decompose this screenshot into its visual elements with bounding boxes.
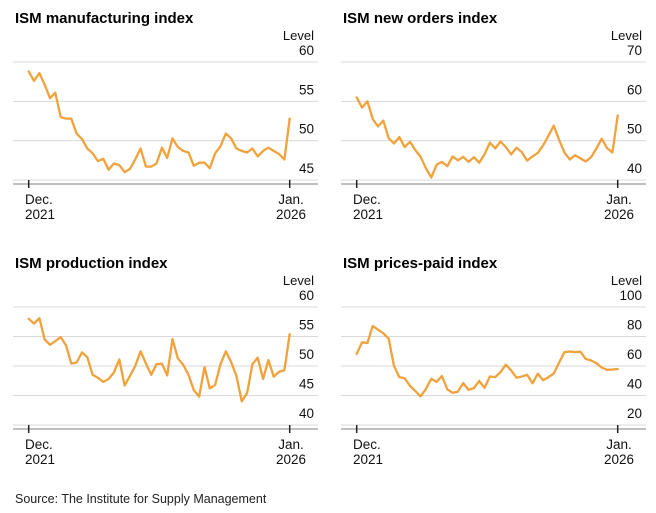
x-tick-label-end-year: 2026 — [276, 452, 306, 467]
chart-grid: ISM manufacturing index Level 60 55 50 45 D… — [0, 0, 656, 485]
y-axis-unit-label: Level — [283, 273, 314, 288]
chart-canvas: ISM production index Level 60 55 50 45 40 De… — [13, 255, 318, 467]
y-tick-label: 80 — [627, 318, 642, 333]
plot-area: 60 55 50 45 40 — [13, 288, 318, 433]
x-tick-label-end-year: 2026 — [604, 207, 634, 222]
x-tick-label-end-month: Jan. — [606, 192, 632, 207]
chart-ism-prices-paid-index: ISM prices-paid index Level 100 80 60 40 20 … — [328, 240, 656, 485]
y-tick-label: 40 — [299, 406, 314, 421]
x-tick-label-start-year: 2021 — [353, 452, 383, 467]
y-tick-label: 70 — [627, 43, 642, 58]
y-tick-label: 55 — [299, 318, 314, 333]
series-line — [27, 317, 291, 403]
y-tick-label: 40 — [627, 377, 642, 392]
plot-area: 60 55 50 45 — [13, 43, 318, 188]
y-tick-label: 45 — [299, 161, 314, 176]
x-tick-label-start-month: Dec. — [25, 192, 53, 207]
x-tick-label-start-month: Dec. — [25, 437, 53, 452]
plot-area: 70 60 50 40 — [341, 43, 646, 188]
x-tick-label-end-year: 2026 — [276, 207, 306, 222]
x-tick-label-start-year: 2021 — [25, 452, 55, 467]
y-axis-unit-label: Level — [283, 28, 314, 43]
chart-title: ISM production index — [15, 255, 168, 272]
x-tick-label-end-year: 2026 — [604, 452, 634, 467]
chart-canvas: ISM prices-paid index Level 10080604020 … — [341, 255, 646, 467]
x-tick-label-end-month: Jan. — [278, 437, 304, 452]
y-tick-label: 50 — [299, 347, 314, 362]
y-tick-label: 60 — [627, 82, 642, 97]
y-axis-unit-label: Level — [611, 28, 642, 43]
x-tick-label-end-month: Jan. — [606, 437, 632, 452]
y-tick-label: 55 — [299, 82, 314, 97]
chart-ism-new-orders-index: ISM new orders index Level 70 60 50 40 Dec.… — [328, 0, 656, 240]
chart-title: ISM new orders index — [343, 10, 498, 27]
y-tick-label: 60 — [627, 347, 642, 362]
x-tick-label-start-month: Dec. — [353, 437, 381, 452]
y-tick-label: 60 — [299, 43, 314, 58]
series-line — [355, 324, 619, 398]
y-tick-label: 50 — [627, 122, 642, 137]
x-tick-label-start-year: 2021 — [353, 207, 383, 222]
series-line — [355, 96, 619, 179]
chart-canvas: ISM new orders index Level 70 60 50 40 Dec.… — [341, 10, 646, 222]
x-tick-label-start-year: 2021 — [25, 207, 55, 222]
y-axis-unit-label: Level — [611, 273, 642, 288]
series-line — [27, 70, 291, 174]
chart-title: ISM manufacturing index — [15, 10, 194, 27]
x-tick-label-end-month: Jan. — [278, 192, 304, 207]
chart-ism-production-index: ISM production index Level 60 55 50 45 40 De… — [0, 240, 328, 485]
y-tick-label: 45 — [299, 377, 314, 392]
chart-title: ISM prices-paid index — [343, 255, 498, 272]
y-tick-label: 60 — [299, 288, 314, 303]
y-tick-label: 40 — [627, 161, 642, 176]
chart-ism-manufacturing-index: ISM manufacturing index Level 60 55 50 45 D… — [0, 0, 328, 240]
source-note: Source: The Institute for Supply Managem… — [15, 492, 267, 506]
chart-canvas: ISM manufacturing index Level 60 55 50 45 D… — [13, 10, 318, 222]
x-tick-label-start-month: Dec. — [353, 192, 381, 207]
y-tick-label: 100 — [619, 288, 642, 303]
plot-area: 100 80 60 40 20 — [341, 288, 646, 433]
y-tick-label: 20 — [627, 406, 642, 421]
y-tick-label: 50 — [299, 122, 314, 137]
